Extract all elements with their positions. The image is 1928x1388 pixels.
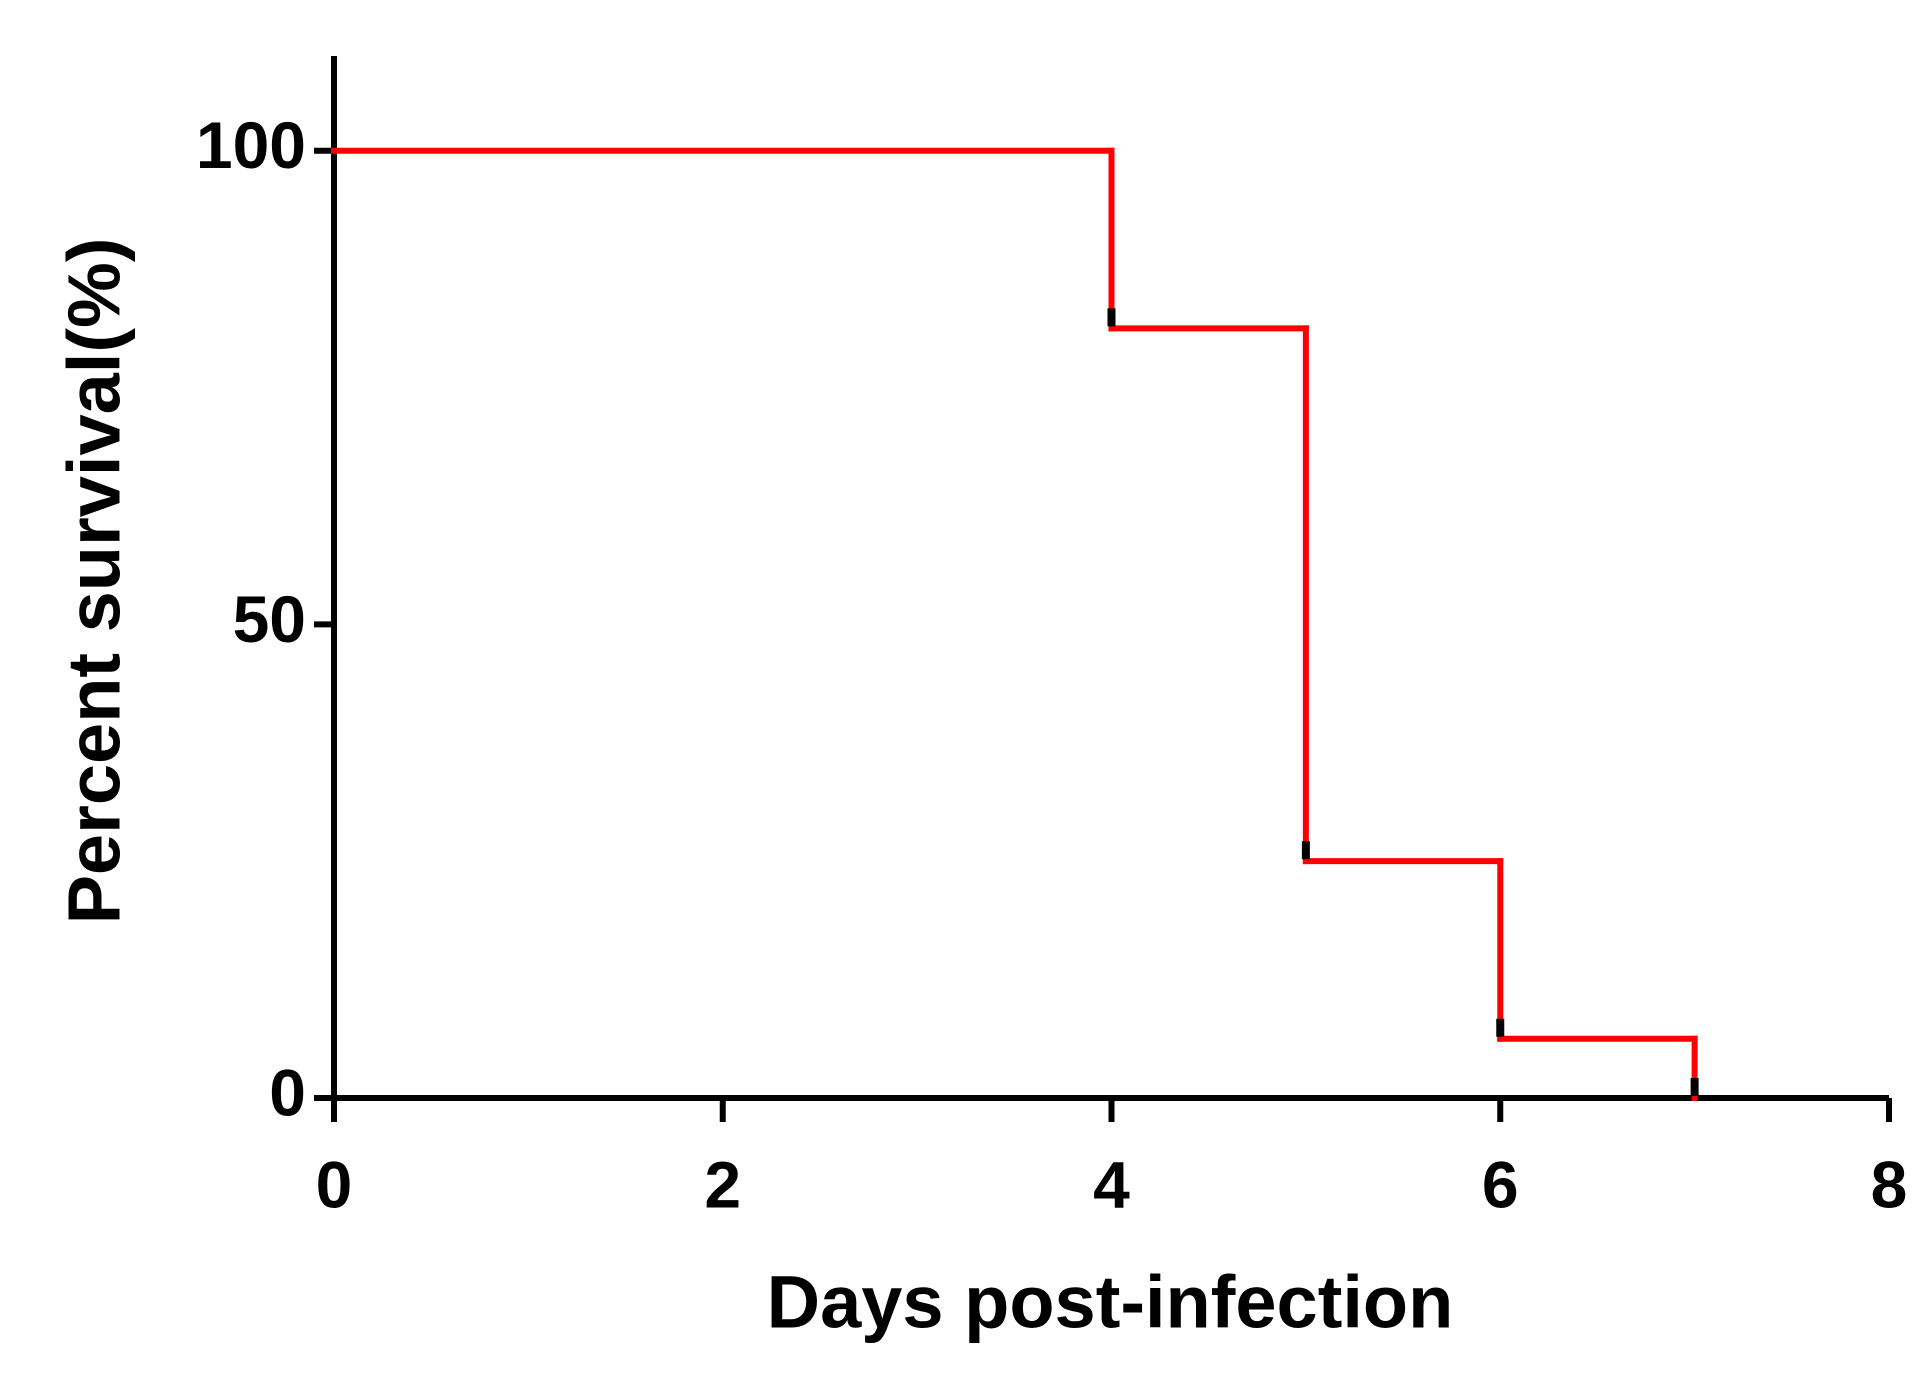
x-tick-label: 0 [316,1147,353,1221]
end-point [1691,1095,1698,1101]
y-tick-label: 100 [196,108,306,182]
x-tick-label: 8 [1871,1147,1908,1221]
censor-mark [1301,841,1310,860]
censor-mark [1107,308,1116,327]
x-tick-label: 4 [1093,1147,1130,1221]
censor-mark [1496,1018,1505,1037]
x-tick-label: 6 [1482,1147,1519,1221]
censor-mark [1690,1078,1699,1096]
y-tick-label: 50 [233,582,306,656]
x-tick-label: 2 [704,1147,741,1221]
y-tick-label: 0 [269,1055,306,1129]
y-axis-title: Percent survival(%) [53,238,136,925]
x-axis-title: Days post-infection [767,1261,1454,1344]
